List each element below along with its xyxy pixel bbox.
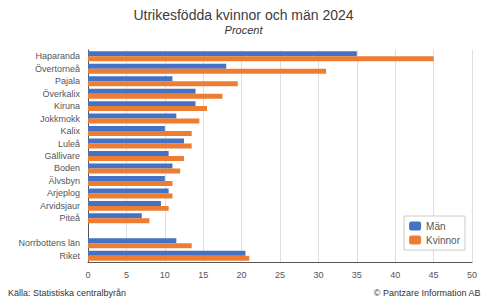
svg-text:0: 0 — [85, 270, 90, 280]
svg-text:Haparanda: Haparanda — [35, 51, 80, 61]
svg-text:Arvidsjaur: Arvidsjaur — [40, 201, 80, 211]
svg-text:Kvinnor: Kvinnor — [426, 235, 461, 246]
svg-text:© Pantzare Information AB: © Pantzare Information AB — [374, 288, 481, 298]
svg-text:15: 15 — [198, 270, 208, 280]
svg-text:Utrikesfödda kvinnor och män 2: Utrikesfödda kvinnor och män 2024 — [133, 7, 353, 23]
svg-text:Norrbottens län: Norrbottens län — [18, 238, 80, 248]
svg-text:Källa: Statistiska centralbyrå: Källa: Statistiska centralbyrån — [8, 288, 126, 298]
svg-text:40: 40 — [390, 270, 400, 280]
svg-text:Gällivare: Gällivare — [44, 151, 80, 161]
svg-text:Älvsbyn: Älvsbyn — [48, 176, 80, 186]
svg-text:Arjeplog: Arjeplog — [47, 188, 80, 198]
svg-text:Kalix: Kalix — [60, 126, 80, 136]
svg-text:35: 35 — [352, 270, 362, 280]
svg-text:Riket: Riket — [59, 251, 80, 261]
svg-text:10: 10 — [160, 270, 170, 280]
svg-text:Pajala: Pajala — [55, 76, 80, 86]
svg-text:Män: Män — [426, 221, 445, 232]
svg-text:Procent: Procent — [225, 24, 264, 36]
svg-text:Jokkmokk: Jokkmokk — [40, 114, 81, 124]
svg-text:Piteå: Piteå — [59, 213, 80, 223]
svg-text:Kiruna: Kiruna — [54, 101, 80, 111]
svg-text:20: 20 — [237, 270, 247, 280]
svg-text:Luleå: Luleå — [58, 139, 80, 149]
svg-text:50: 50 — [467, 270, 477, 280]
svg-text:Övertorneå: Övertorneå — [35, 64, 80, 74]
svg-text:Boden: Boden — [54, 163, 80, 173]
svg-text:30: 30 — [313, 270, 323, 280]
svg-text:5: 5 — [124, 270, 129, 280]
svg-text:45: 45 — [429, 270, 439, 280]
svg-text:Överkalix: Överkalix — [42, 89, 80, 99]
svg-text:25: 25 — [275, 270, 285, 280]
